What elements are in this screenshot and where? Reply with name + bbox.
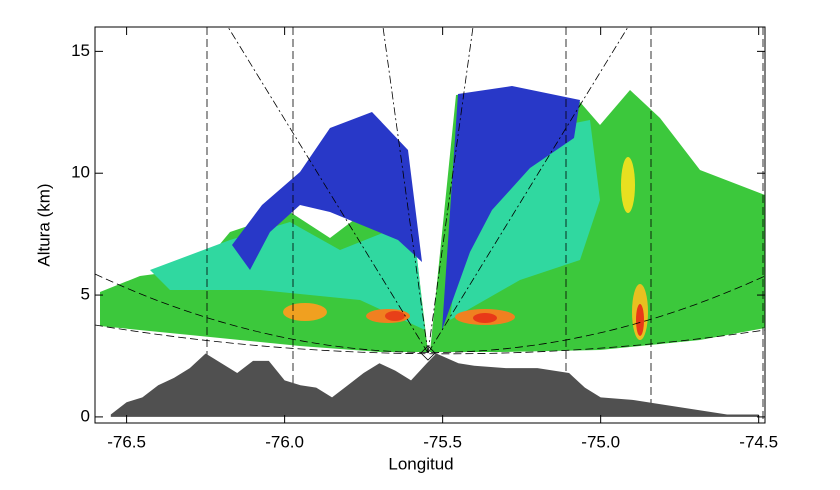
echo-orange [283, 303, 327, 321]
echo-red [473, 313, 497, 323]
guides [94, 26, 766, 423]
y-tick-label: 15 [71, 41, 90, 60]
x-tick-label: -75.0 [581, 432, 620, 451]
y-tick-label: 0 [81, 406, 90, 425]
echo-cyan [150, 222, 425, 330]
y-axis-label: Altura (km) [34, 183, 53, 266]
echo-red [636, 304, 644, 336]
x-tick-label: -76.5 [107, 432, 146, 451]
x-tick-label: -75.5 [423, 432, 462, 451]
echo-yellow [621, 157, 635, 213]
echo-blue [232, 112, 422, 270]
x-axis-label: Longitud [388, 454, 453, 473]
terrain-area [110, 353, 759, 417]
beam-line [427, 26, 474, 354]
x-tick-label: -76.0 [265, 432, 304, 451]
y-tick-label: 10 [71, 163, 90, 182]
x-tick-label: -74.5 [739, 432, 778, 451]
range-arc [94, 324, 766, 355]
radar-field [100, 86, 765, 352]
range-arc [94, 273, 766, 353]
y-tick-label: 5 [81, 285, 90, 304]
echo-blue [442, 86, 580, 330]
beam-line [382, 26, 429, 354]
plot-frame [94, 26, 766, 424]
echo-red [385, 311, 405, 321]
radar-site [420, 345, 436, 361]
